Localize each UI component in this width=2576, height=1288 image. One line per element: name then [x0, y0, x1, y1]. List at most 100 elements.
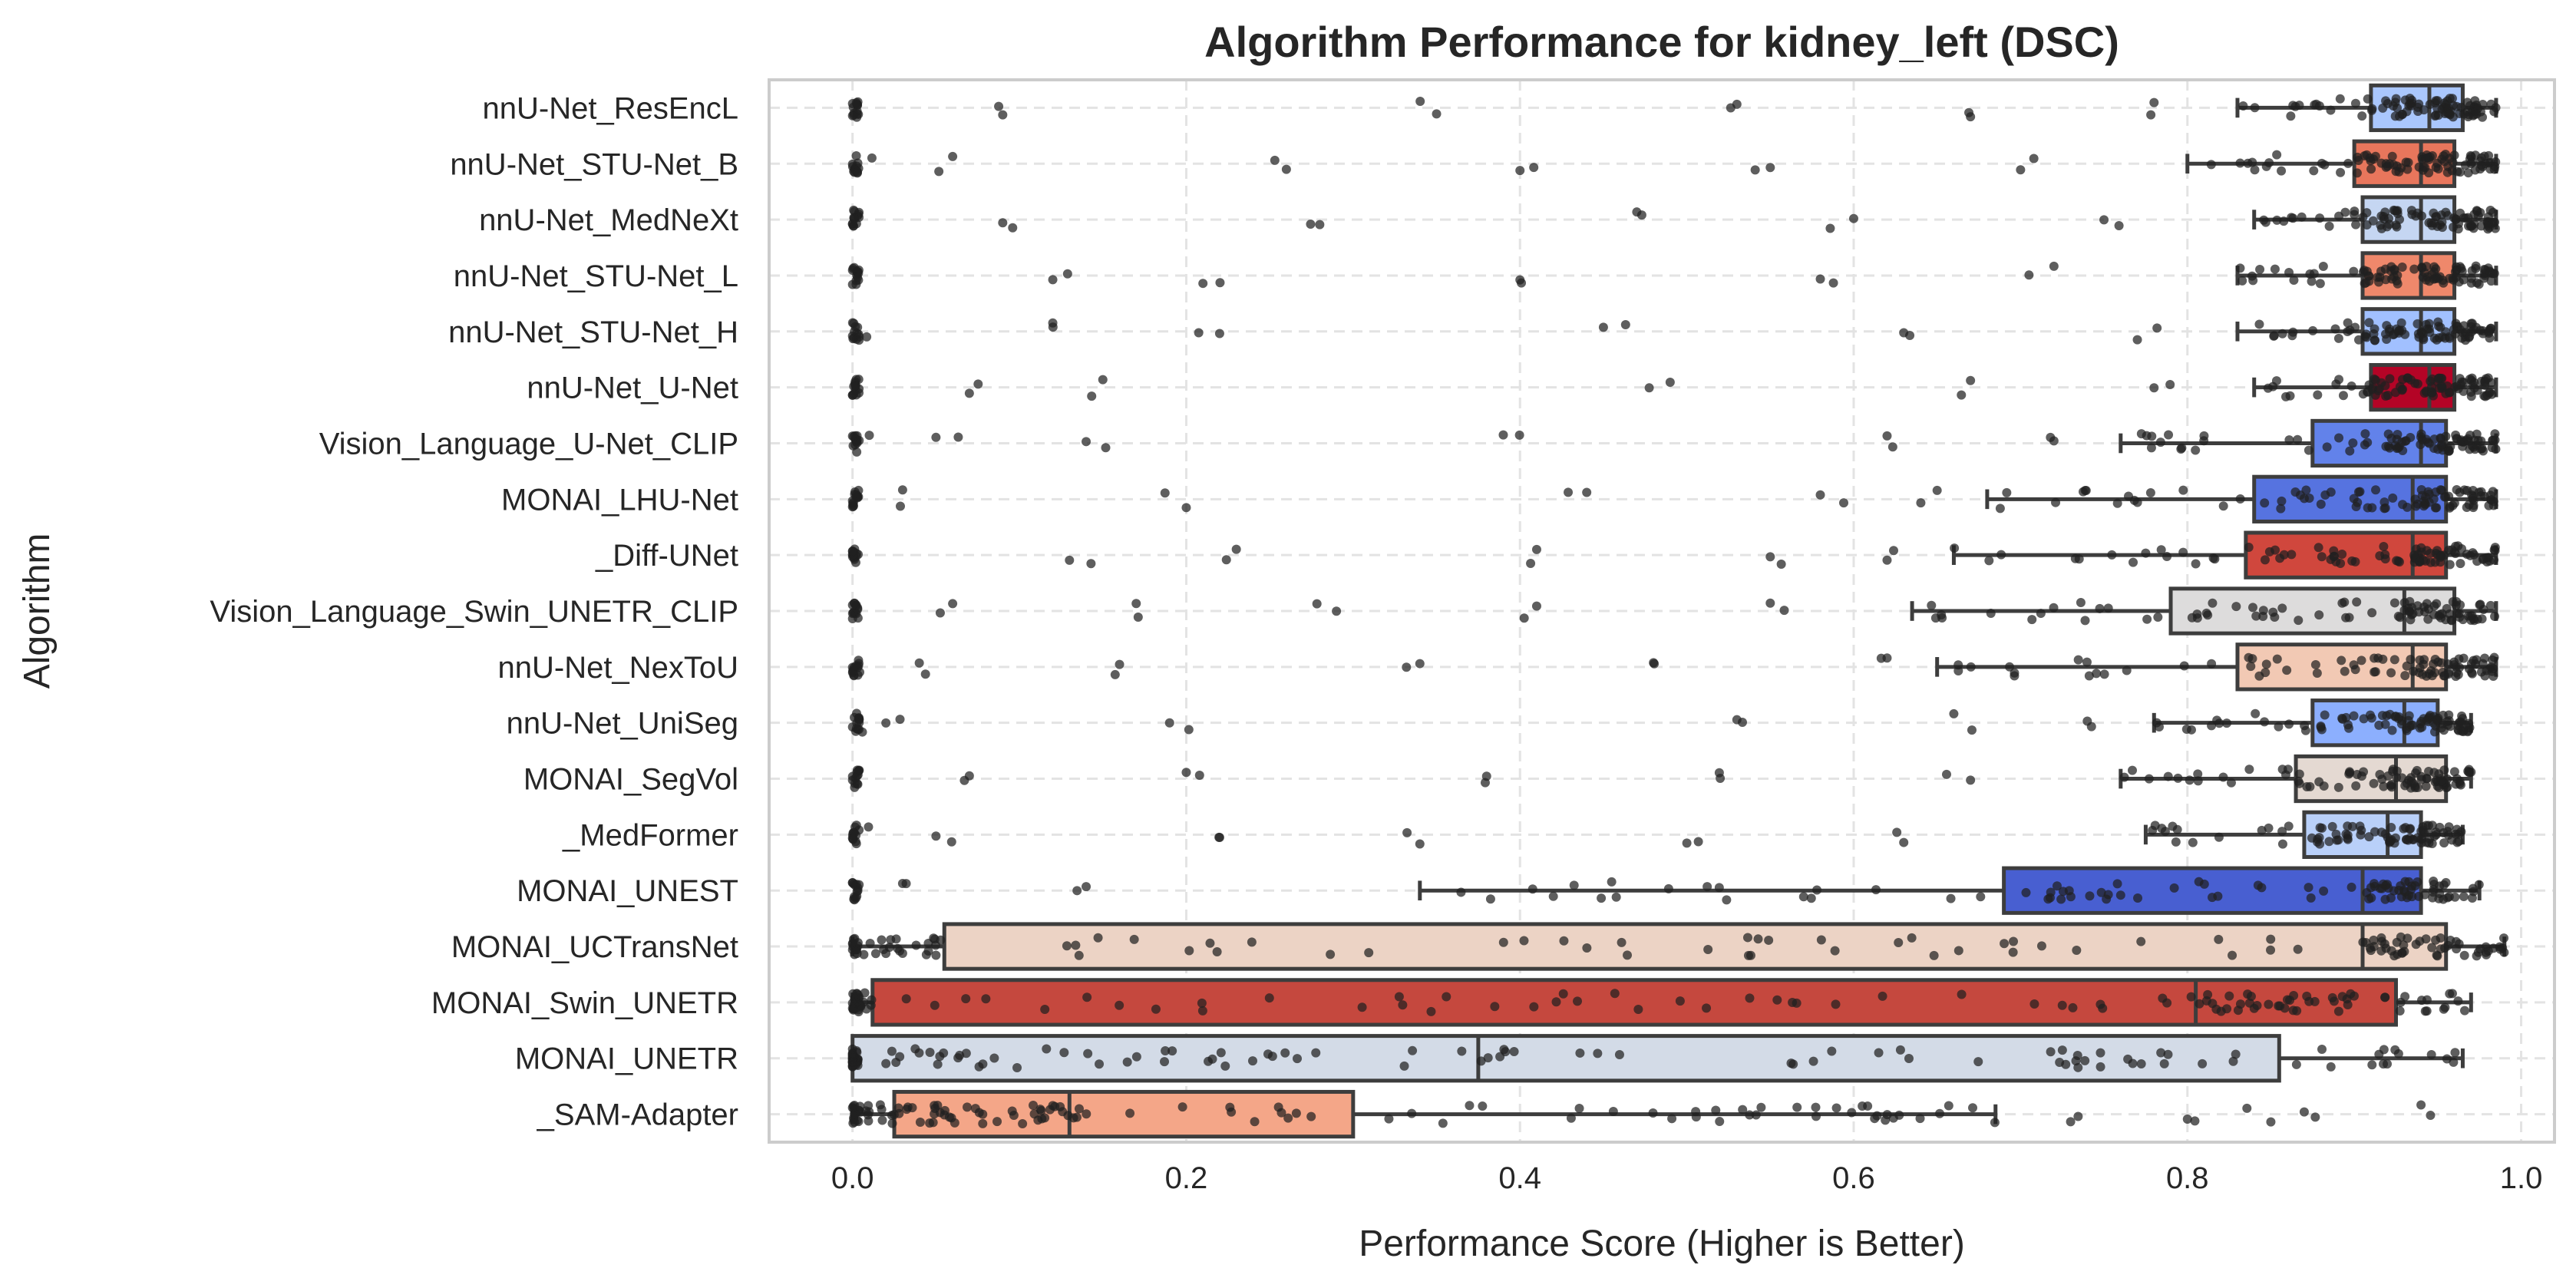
case-point	[2426, 1111, 2436, 1121]
case-point	[1751, 1110, 1761, 1120]
case-point	[2403, 373, 2413, 383]
case-point	[2066, 892, 2076, 902]
case-point	[1514, 430, 1524, 440]
case-point	[2277, 827, 2287, 837]
case-point	[2337, 550, 2347, 560]
case-point	[2244, 998, 2254, 1008]
case-point	[1816, 935, 1826, 945]
case-point	[1074, 950, 1084, 960]
case-point	[978, 1118, 988, 1128]
case-point	[1495, 1052, 1505, 1062]
case-point	[2290, 487, 2300, 497]
case-point	[1929, 950, 1939, 960]
points-MONAI_Swin_UNETR	[847, 988, 2469, 1017]
case-point	[2451, 779, 2461, 789]
case-point	[2392, 766, 2402, 776]
case-point	[2445, 333, 2455, 343]
case-point	[1517, 278, 1527, 288]
case-point	[1953, 660, 1963, 670]
case-point	[930, 1000, 940, 1010]
case-point	[2274, 722, 2284, 732]
case-point	[2260, 717, 2270, 727]
points-nnU-Net_NexToU	[847, 652, 2499, 682]
case-point	[1904, 1053, 1914, 1063]
case-point	[1806, 893, 1816, 903]
case-point	[1457, 1046, 1467, 1056]
case-point	[2274, 1001, 2284, 1011]
case-point	[1593, 1049, 1603, 1058]
case-point	[1264, 993, 1274, 1003]
y-tick-label: MONAI_UCTransNet	[451, 930, 738, 964]
case-point	[2367, 1060, 2377, 1070]
case-point	[1996, 550, 2006, 560]
case-point	[2454, 836, 2464, 846]
case-point	[2272, 215, 2282, 225]
case-point	[2096, 887, 2106, 897]
case-point	[998, 110, 1008, 120]
case-point	[2317, 1044, 2327, 1054]
case-point	[1402, 827, 1412, 837]
case-point	[2153, 613, 2163, 623]
case-point	[1984, 556, 1994, 566]
case-point	[1205, 938, 1215, 948]
case-point	[1531, 544, 1541, 554]
case-point	[2286, 111, 2296, 121]
case-point	[2214, 832, 2224, 842]
case-point	[994, 101, 1004, 111]
case-point	[1548, 891, 1558, 901]
case-point	[1082, 882, 1091, 892]
case-point	[2423, 827, 2433, 837]
case-point	[2346, 381, 2356, 391]
case-point	[1432, 109, 1442, 119]
case-point	[2071, 1056, 2081, 1066]
case-point	[2485, 223, 2495, 233]
case-point	[2420, 890, 2430, 900]
case-point	[2237, 276, 2247, 286]
case-point	[2485, 267, 2495, 277]
case-point	[2380, 550, 2390, 560]
case-point	[961, 994, 971, 1004]
case-point	[877, 1115, 887, 1125]
case-point	[2387, 151, 2397, 161]
case-point	[1966, 775, 1976, 785]
case-point	[1509, 1047, 1519, 1057]
case-point	[2277, 166, 2287, 176]
case-point	[1040, 1005, 1050, 1015]
case-point	[1811, 1102, 1821, 1112]
case-point	[2211, 1004, 2221, 1014]
case-point	[2142, 614, 2152, 624]
case-point	[847, 1103, 857, 1113]
case-point	[2392, 556, 2402, 566]
case-point	[2374, 720, 2384, 730]
case-point	[2260, 498, 2270, 508]
case-point	[2476, 667, 2486, 677]
case-point	[2367, 608, 2377, 618]
case-point	[2459, 1006, 2469, 1016]
case-point	[2103, 603, 2113, 613]
x-tick-label: 0.4	[1498, 1161, 1541, 1195]
case-point	[2334, 433, 2344, 443]
case-point	[1847, 1108, 1857, 1118]
case-point	[2345, 446, 2355, 456]
case-point	[2247, 157, 2257, 167]
case-point	[2380, 992, 2390, 1002]
case-point	[1131, 1052, 1141, 1062]
case-point	[850, 322, 860, 332]
points-MONAI_UCTransNet	[847, 932, 2509, 961]
case-point	[1899, 837, 1909, 847]
case-point	[1293, 1054, 1303, 1064]
case-point	[1648, 1108, 1658, 1118]
case-point	[1065, 555, 1075, 565]
case-point	[2407, 603, 2417, 613]
case-point	[2488, 943, 2498, 953]
case-point	[867, 153, 877, 163]
case-point	[2036, 609, 2046, 619]
case-point	[2095, 603, 2105, 613]
case-point	[2422, 671, 2432, 681]
case-point	[2444, 388, 2454, 398]
case-point	[1811, 1111, 1821, 1121]
case-point	[2084, 671, 2094, 681]
case-point	[1029, 1109, 1039, 1119]
case-point	[964, 388, 974, 398]
case-point	[2218, 772, 2228, 782]
